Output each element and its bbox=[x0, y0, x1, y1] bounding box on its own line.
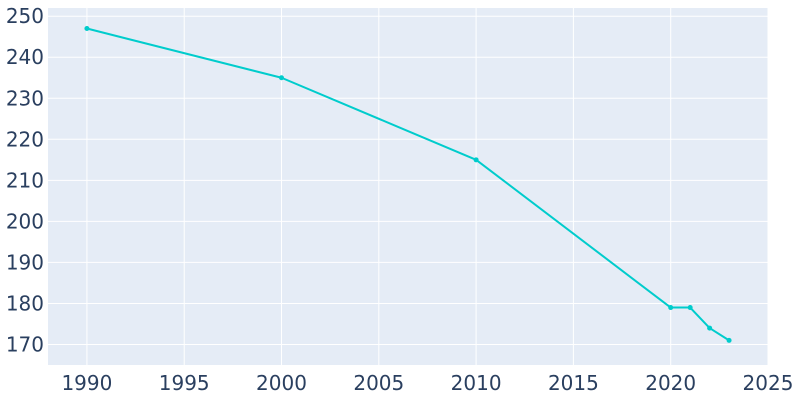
y-tick-label-170: 170 bbox=[6, 332, 44, 356]
y-tick-label-250: 250 bbox=[6, 4, 44, 28]
data-point-2021 bbox=[687, 305, 693, 311]
y-axis-tick-labels: 170 180 190 200 210 220 230 240 250 bbox=[6, 4, 44, 356]
data-point-2010 bbox=[473, 157, 479, 163]
y-tick-label-200: 200 bbox=[6, 209, 44, 233]
x-tick-label-2020: 2020 bbox=[645, 371, 696, 395]
data-point-1990 bbox=[84, 26, 90, 32]
x-tick-label-2025: 2025 bbox=[743, 371, 794, 395]
x-tick-label-1990: 1990 bbox=[61, 371, 112, 395]
x-tick-label-2010: 2010 bbox=[451, 371, 502, 395]
y-tick-label-240: 240 bbox=[6, 45, 44, 69]
y-tick-label-220: 220 bbox=[6, 127, 44, 151]
x-tick-label-2005: 2005 bbox=[353, 371, 404, 395]
data-point-2023 bbox=[726, 337, 732, 343]
plot-area bbox=[48, 8, 768, 365]
x-tick-label-1995: 1995 bbox=[159, 371, 210, 395]
x-axis-tick-labels: 1990 1995 2000 2005 2010 2015 2020 2025 bbox=[61, 371, 793, 395]
x-tick-label-2000: 2000 bbox=[256, 371, 307, 395]
x-gridlines bbox=[86, 8, 769, 365]
y-tick-label-190: 190 bbox=[6, 250, 44, 274]
y-tick-label-180: 180 bbox=[6, 291, 44, 315]
data-points bbox=[84, 26, 732, 343]
x-tick-label-2015: 2015 bbox=[548, 371, 599, 395]
data-point-2000 bbox=[279, 75, 285, 81]
data-point-2020 bbox=[668, 305, 674, 311]
y-gridlines bbox=[48, 15, 768, 345]
y-tick-label-230: 230 bbox=[6, 86, 44, 110]
data-point-2022 bbox=[707, 325, 713, 331]
y-tick-label-210: 210 bbox=[6, 168, 44, 192]
